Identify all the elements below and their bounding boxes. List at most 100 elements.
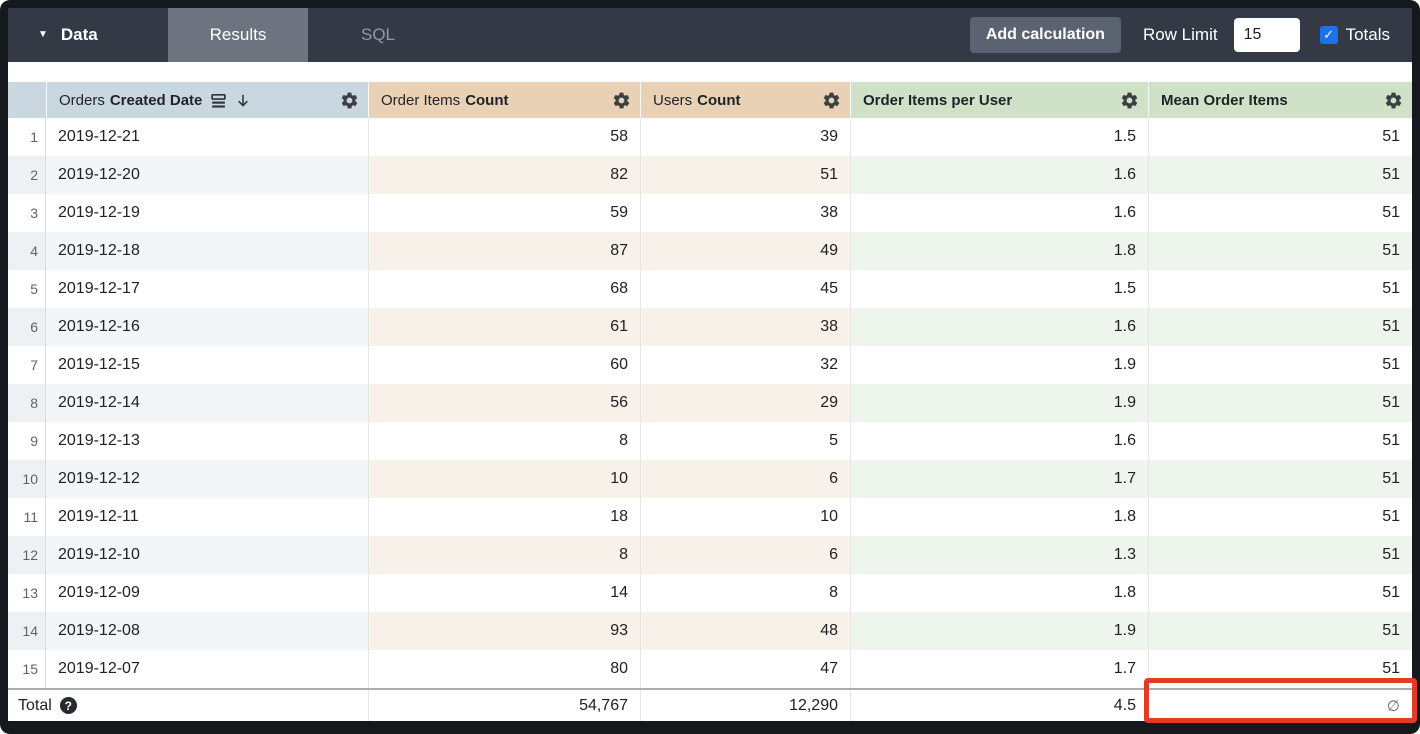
cell-mean-order-items[interactable]: 51 bbox=[1148, 460, 1412, 498]
table-top-gap bbox=[8, 62, 1412, 82]
gear-icon[interactable] bbox=[1384, 91, 1403, 110]
cell-order-items-per-user[interactable]: 1.8 bbox=[850, 232, 1148, 270]
column-header-order-items-per-user[interactable]: Order Items per User bbox=[850, 82, 1148, 118]
tab-results[interactable]: Results bbox=[168, 8, 308, 62]
cell-orders-created-date[interactable]: 2019-12-12 bbox=[46, 460, 368, 498]
cell-order-items-per-user[interactable]: 1.6 bbox=[850, 156, 1148, 194]
cell-order-items-per-user[interactable]: 1.3 bbox=[850, 536, 1148, 574]
cell-order-items-per-user[interactable]: 1.5 bbox=[850, 118, 1148, 156]
cell-order-items-count[interactable]: 58 bbox=[368, 118, 640, 156]
column-label: Order Items per User bbox=[863, 91, 1013, 109]
cell-users-count[interactable]: 10 bbox=[640, 498, 850, 536]
cell-order-items-count[interactable]: 59 bbox=[368, 194, 640, 232]
cell-order-items-count[interactable]: 68 bbox=[368, 270, 640, 308]
cell-order-items-per-user[interactable]: 1.7 bbox=[850, 460, 1148, 498]
cell-orders-created-date[interactable]: 2019-12-14 bbox=[46, 384, 368, 422]
cell-orders-created-date[interactable]: 2019-12-20 bbox=[46, 156, 368, 194]
cell-order-items-count[interactable]: 56 bbox=[368, 384, 640, 422]
cell-mean-order-items[interactable]: 51 bbox=[1148, 422, 1412, 460]
cell-mean-order-items[interactable]: 51 bbox=[1148, 650, 1412, 688]
cell-mean-order-items[interactable]: 51 bbox=[1148, 384, 1412, 422]
cell-mean-order-items[interactable]: 51 bbox=[1148, 574, 1412, 612]
cell-mean-order-items[interactable]: 51 bbox=[1148, 536, 1412, 574]
cell-order-items-count[interactable]: 8 bbox=[368, 536, 640, 574]
cell-mean-order-items[interactable]: 51 bbox=[1148, 346, 1412, 384]
cell-order-items-count[interactable]: 60 bbox=[368, 346, 640, 384]
cell-order-items-count[interactable]: 10 bbox=[368, 460, 640, 498]
cell-users-count[interactable]: 29 bbox=[640, 384, 850, 422]
cell-users-count[interactable]: 32 bbox=[640, 346, 850, 384]
cell-order-items-per-user[interactable]: 1.9 bbox=[850, 612, 1148, 650]
cell-orders-created-date[interactable]: 2019-12-09 bbox=[58, 584, 140, 601]
row-number: 3 bbox=[8, 194, 46, 232]
cell-order-items-per-user[interactable]: 1.7 bbox=[850, 650, 1148, 688]
table-row: 12 2019-12-10 8 6 1.3 51 bbox=[8, 536, 1412, 574]
cell-users-count[interactable]: 49 bbox=[640, 232, 850, 270]
gear-icon[interactable] bbox=[340, 91, 359, 110]
cell-orders-created-date[interactable]: 2019-12-19 bbox=[58, 204, 140, 221]
cell-order-items-count[interactable]: 80 bbox=[368, 650, 640, 688]
cell-users-count[interactable]: 6 bbox=[640, 460, 850, 498]
gear-icon[interactable] bbox=[1120, 91, 1139, 110]
table-row: 9 2019-12-13 8 5 1.6 51 bbox=[8, 422, 1412, 460]
cell-users-count[interactable]: 45 bbox=[640, 270, 850, 308]
gear-icon[interactable] bbox=[822, 91, 841, 110]
cell-users-count[interactable]: 38 bbox=[640, 308, 850, 346]
help-icon[interactable]: ? bbox=[59, 697, 77, 714]
row-limit-input[interactable] bbox=[1233, 18, 1300, 52]
cell-mean-order-items[interactable]: 51 bbox=[1148, 612, 1412, 650]
cell-order-items-count[interactable]: 14 bbox=[368, 574, 640, 612]
cell-users-count[interactable]: 5 bbox=[640, 422, 850, 460]
cell-order-items-per-user[interactable]: 1.6 bbox=[850, 422, 1148, 460]
data-menu[interactable]: ▼ Data bbox=[8, 8, 168, 62]
cell-order-items-per-user[interactable]: 1.6 bbox=[850, 308, 1148, 346]
cell-users-count[interactable]: 8 bbox=[640, 574, 850, 612]
cell-users-count[interactable]: 51 bbox=[640, 156, 850, 194]
cell-users-count[interactable]: 48 bbox=[640, 612, 850, 650]
cell-order-items-count[interactable]: 8 bbox=[368, 422, 640, 460]
cell-orders-created-date[interactable]: 2019-12-21 bbox=[58, 128, 140, 145]
cell-orders-created-date[interactable]: 2019-12-17 bbox=[58, 280, 140, 297]
cell-users-count[interactable]: 39 bbox=[640, 118, 850, 156]
cell-orders-created-date[interactable]: 2019-12-10 bbox=[46, 536, 368, 574]
table-row: 1 2019-12-21 58 39 1.5 51 bbox=[8, 118, 1412, 156]
cell-order-items-per-user[interactable]: 1.5 bbox=[850, 270, 1148, 308]
cell-order-items-count[interactable]: 61 bbox=[368, 308, 640, 346]
cell-order-items-per-user[interactable]: 1.6 bbox=[850, 194, 1148, 232]
cell-order-items-count[interactable]: 93 bbox=[368, 612, 640, 650]
row-number: 13 bbox=[8, 574, 46, 612]
column-header-mean-order-items[interactable]: Mean Order Items bbox=[1148, 82, 1412, 118]
cell-mean-order-items[interactable]: 51 bbox=[1148, 498, 1412, 536]
totals-checkbox[interactable]: ✓ bbox=[1319, 26, 1338, 44]
cell-order-items-per-user[interactable]: 1.9 bbox=[850, 346, 1148, 384]
cell-orders-created-date[interactable]: 2019-12-07 bbox=[58, 660, 140, 677]
column-header-order-items-count[interactable]: Order Items Count bbox=[368, 82, 640, 118]
cell-mean-order-items[interactable]: 51 bbox=[1148, 118, 1412, 156]
cell-mean-order-items[interactable]: 51 bbox=[1148, 194, 1412, 232]
cell-orders-created-date[interactable]: 2019-12-08 bbox=[46, 612, 368, 650]
cell-mean-order-items[interactable]: 51 bbox=[1148, 308, 1412, 346]
cell-order-items-per-user[interactable]: 1.8 bbox=[850, 574, 1148, 612]
cell-order-items-count[interactable]: 18 bbox=[368, 498, 640, 536]
cell-orders-created-date[interactable]: 2019-12-11 bbox=[58, 508, 139, 525]
cell-mean-order-items[interactable]: 51 bbox=[1148, 232, 1412, 270]
gear-icon[interactable] bbox=[612, 91, 631, 110]
tab-sql[interactable]: SQL bbox=[360, 25, 396, 44]
column-header-users-count[interactable]: Users Count bbox=[640, 82, 850, 118]
cell-order-items-count[interactable]: 82 bbox=[368, 156, 640, 194]
cell-orders-created-date[interactable]: 2019-12-13 bbox=[58, 432, 140, 449]
cell-users-count[interactable]: 47 bbox=[640, 650, 850, 688]
cell-orders-created-date[interactable]: 2019-12-16 bbox=[46, 308, 368, 346]
cell-orders-created-date[interactable]: 2019-12-18 bbox=[46, 232, 368, 270]
add-calculation-button[interactable]: Add calculation bbox=[969, 17, 1121, 53]
cell-order-items-per-user[interactable]: 1.9 bbox=[850, 384, 1148, 422]
cell-mean-order-items[interactable]: 51 bbox=[1148, 270, 1412, 308]
toolbar-right-controls: Add calculation Row Limit ✓ Totals bbox=[969, 8, 1412, 62]
cell-order-items-count[interactable]: 87 bbox=[368, 232, 640, 270]
cell-order-items-per-user[interactable]: 1.8 bbox=[850, 498, 1148, 536]
cell-orders-created-date[interactable]: 2019-12-15 bbox=[58, 356, 140, 373]
cell-users-count[interactable]: 38 bbox=[640, 194, 850, 232]
cell-users-count[interactable]: 6 bbox=[640, 536, 850, 574]
column-header-orders-created-date[interactable]: Orders Created Date bbox=[46, 82, 368, 118]
cell-mean-order-items[interactable]: 51 bbox=[1148, 156, 1412, 194]
